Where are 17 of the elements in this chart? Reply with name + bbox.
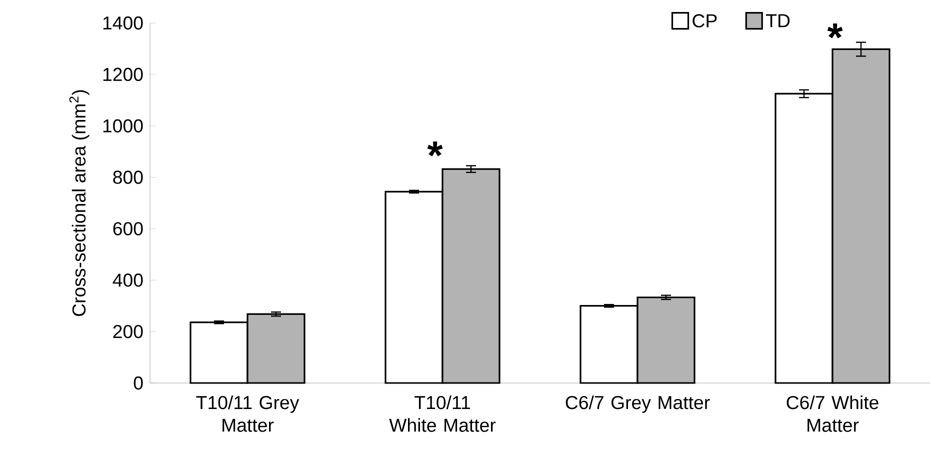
x-tick-label: T10/11 White Matter <box>389 395 496 432</box>
x-tick-label: C6/7 Grey Matter <box>566 395 710 413</box>
y-tick-label: 600 <box>113 222 143 236</box>
y-tick-label: 1000 <box>103 119 143 132</box>
legend-label: CP <box>692 14 717 28</box>
y-tick-label: 800 <box>113 170 143 184</box>
y-tick-label: 1400 <box>103 16 143 30</box>
x-tick-label: C6/7 White Matter <box>786 395 878 432</box>
y-tick-label: 400 <box>112 274 143 287</box>
annotation: * <box>827 23 843 38</box>
y-tick-label: 1200 <box>103 68 143 82</box>
annotation: * <box>427 141 443 156</box>
legend-label: TD <box>766 14 790 28</box>
y-tick-label: 0 <box>134 376 143 390</box>
x-tick-label: T10/11 Grey Matter <box>196 395 300 432</box>
y-axis-title: Cross-sectional area (mm$^{2}$) <box>69 90 90 316</box>
y-tick-label: 200 <box>113 324 143 338</box>
